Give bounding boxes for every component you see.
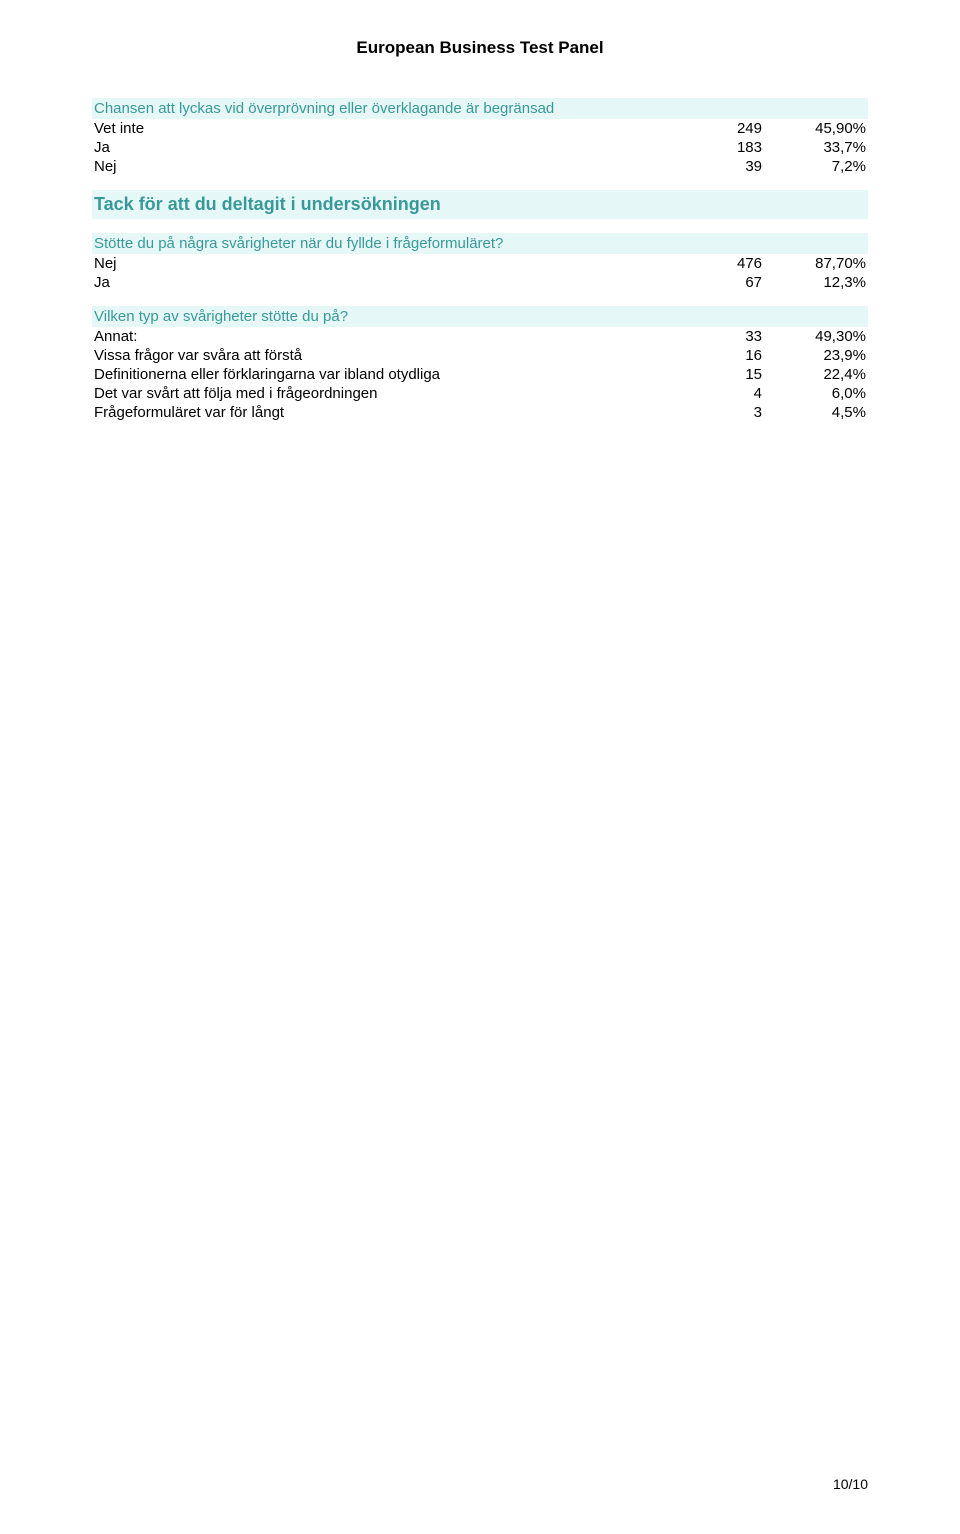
answer-count: 476	[686, 254, 764, 273]
answer-count: 39	[686, 157, 764, 176]
answer-count: 33	[686, 327, 764, 346]
question-1: Chansen att lyckas vid överprövning elle…	[92, 98, 868, 176]
answer-label: Vet inte	[92, 119, 686, 138]
table-row: Vet inte 249 45,90%	[92, 119, 868, 138]
answer-count: 249	[686, 119, 764, 138]
answer-label: Frågeformuläret var för långt	[92, 403, 686, 422]
answer-label: Annat:	[92, 327, 686, 346]
answer-count: 183	[686, 138, 764, 157]
answer-count: 4	[686, 384, 764, 403]
answer-pct: 4,5%	[764, 403, 868, 422]
answer-count: 15	[686, 365, 764, 384]
answer-count: 3	[686, 403, 764, 422]
table-row: Definitionerna eller förklaringarna var …	[92, 365, 868, 384]
answer-pct: 6,0%	[764, 384, 868, 403]
question-2: Stötte du på några svårigheter när du fy…	[92, 233, 868, 292]
question-3-band: Vilken typ av svårigheter stötte du på?	[92, 306, 868, 327]
table-row: Frågeformuläret var för långt 3 4,5%	[92, 403, 868, 422]
answer-pct: 23,9%	[764, 346, 868, 365]
answer-pct: 45,90%	[764, 119, 868, 138]
answer-label: Definitionerna eller förklaringarna var …	[92, 365, 686, 384]
table-row: Vissa frågor var svåra att förstå 16 23,…	[92, 346, 868, 365]
table-row: Nej 39 7,2%	[92, 157, 868, 176]
answer-count: 16	[686, 346, 764, 365]
answer-label: Det var svårt att följa med i frågeordni…	[92, 384, 686, 403]
question-1-table: Vet inte 249 45,90% Ja 183 33,7% Nej 39 …	[92, 119, 868, 176]
page: European Business Test Panel Chansen att…	[0, 0, 960, 1534]
question-1-band: Chansen att lyckas vid överprövning elle…	[92, 98, 868, 119]
question-2-band: Stötte du på några svårigheter när du fy…	[92, 233, 868, 254]
answer-label: Nej	[92, 254, 686, 273]
table-row: Det var svårt att följa med i frågeordni…	[92, 384, 868, 403]
question-2-table: Nej 476 87,70% Ja 67 12,3%	[92, 254, 868, 292]
answer-pct: 87,70%	[764, 254, 868, 273]
table-row: Annat: 33 49,30%	[92, 327, 868, 346]
answer-label: Ja	[92, 138, 686, 157]
answer-label: Nej	[92, 157, 686, 176]
answer-label: Ja	[92, 273, 686, 292]
question-3-text: Vilken typ av svårigheter stötte du på?	[92, 306, 868, 327]
question-3: Vilken typ av svårigheter stötte du på? …	[92, 306, 868, 422]
page-number: 10/10	[833, 1476, 868, 1492]
answer-pct: 7,2%	[764, 157, 868, 176]
question-1-text: Chansen att lyckas vid överprövning elle…	[92, 98, 868, 119]
question-3-table: Annat: 33 49,30% Vissa frågor var svåra …	[92, 327, 868, 422]
answer-count: 67	[686, 273, 764, 292]
answer-pct: 33,7%	[764, 138, 868, 157]
table-row: Ja 183 33,7%	[92, 138, 868, 157]
table-row: Ja 67 12,3%	[92, 273, 868, 292]
table-row: Nej 476 87,70%	[92, 254, 868, 273]
answer-label: Vissa frågor var svåra att förstå	[92, 346, 686, 365]
doc-title: European Business Test Panel	[92, 38, 868, 58]
answer-pct: 22,4%	[764, 365, 868, 384]
answer-pct: 49,30%	[764, 327, 868, 346]
answer-pct: 12,3%	[764, 273, 868, 292]
section-heading: Tack för att du deltagit i undersökninge…	[92, 190, 868, 219]
question-2-text: Stötte du på några svårigheter när du fy…	[92, 233, 868, 254]
